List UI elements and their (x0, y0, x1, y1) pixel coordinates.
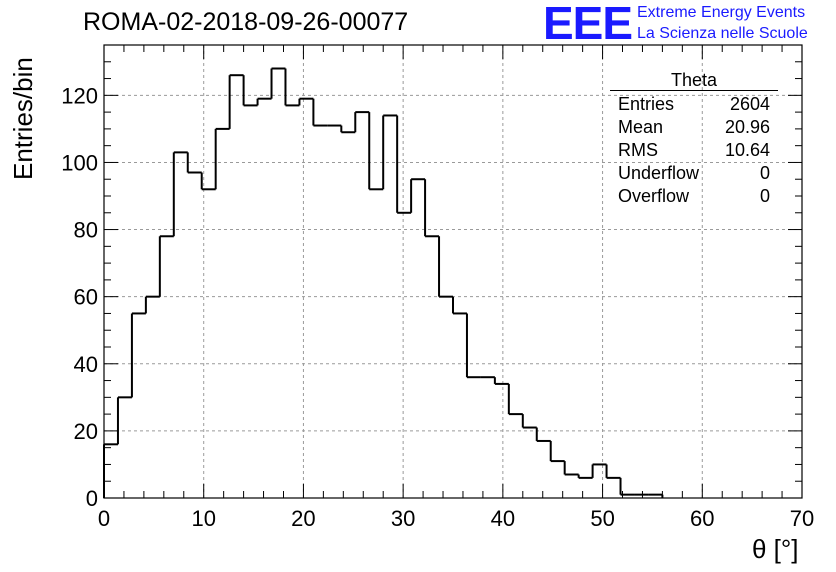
stats-label: RMS (618, 140, 658, 160)
axis-ticks (103, 44, 803, 499)
stats-row-rms: RMS 10.64 (610, 139, 778, 162)
stats-box: Theta Entries 2604 Mean 20.96 RMS 10.64 … (610, 70, 778, 208)
stats-label: Overflow (618, 186, 690, 206)
y-tick-label: 80 (74, 218, 98, 243)
x-tick-label: 40 (491, 506, 515, 531)
stats-value: 0 (759, 186, 770, 206)
x-tick-label: 30 (391, 506, 415, 531)
stats-divider (610, 90, 778, 91)
x-tick-label: 50 (590, 506, 614, 531)
x-axis-label: θ [°] (752, 534, 799, 564)
x-tick-label: 10 (191, 506, 215, 531)
stats-title: Theta (670, 70, 718, 90)
logo-line-1: Extreme Energy Events (637, 4, 806, 21)
stats-row-overflow: Overflow 0 (610, 185, 778, 208)
logo-line-2: La Scienza nelle Scuole (637, 25, 808, 42)
stats-value: 20.96 (724, 117, 770, 137)
plot-frame (103, 44, 803, 499)
stats-row-entries: Entries 2604 (610, 93, 778, 116)
stats-label: Entries (618, 94, 675, 114)
y-tick-label: 0 (86, 486, 98, 511)
y-axis-label: Entries/bin (8, 57, 38, 180)
stats-label: Underflow (618, 163, 700, 183)
y-tick-label: 60 (74, 285, 98, 310)
stats-value: 10.64 (724, 140, 770, 160)
eee-logo-mark: EEE (543, 0, 633, 49)
chart-title: ROMA-02-2018-09-26-00077 (83, 8, 409, 36)
x-tick-label: 70 (790, 506, 814, 531)
y-tick-label: 40 (74, 352, 98, 377)
stats-value: 0 (759, 163, 770, 183)
x-tick-label: 0 (98, 506, 110, 531)
stats-label: Mean (618, 117, 664, 137)
x-tick-label: 60 (690, 506, 714, 531)
y-tick-label: 20 (74, 419, 98, 444)
stats-value: 2604 (729, 94, 770, 114)
stats-row-mean: Mean 20.96 (610, 116, 778, 139)
stats-row-underflow: Underflow 0 (610, 162, 778, 185)
y-tick-label: 120 (61, 83, 98, 108)
histogram-series (103, 67, 664, 498)
tick-labels: 0 10 20 30 40 50 60 70 0 20 40 60 80 100 120 (61, 83, 814, 531)
plot-frame-rect (103, 44, 803, 499)
y-tick-label: 100 (61, 150, 98, 175)
x-tick-label: 20 (291, 506, 315, 531)
